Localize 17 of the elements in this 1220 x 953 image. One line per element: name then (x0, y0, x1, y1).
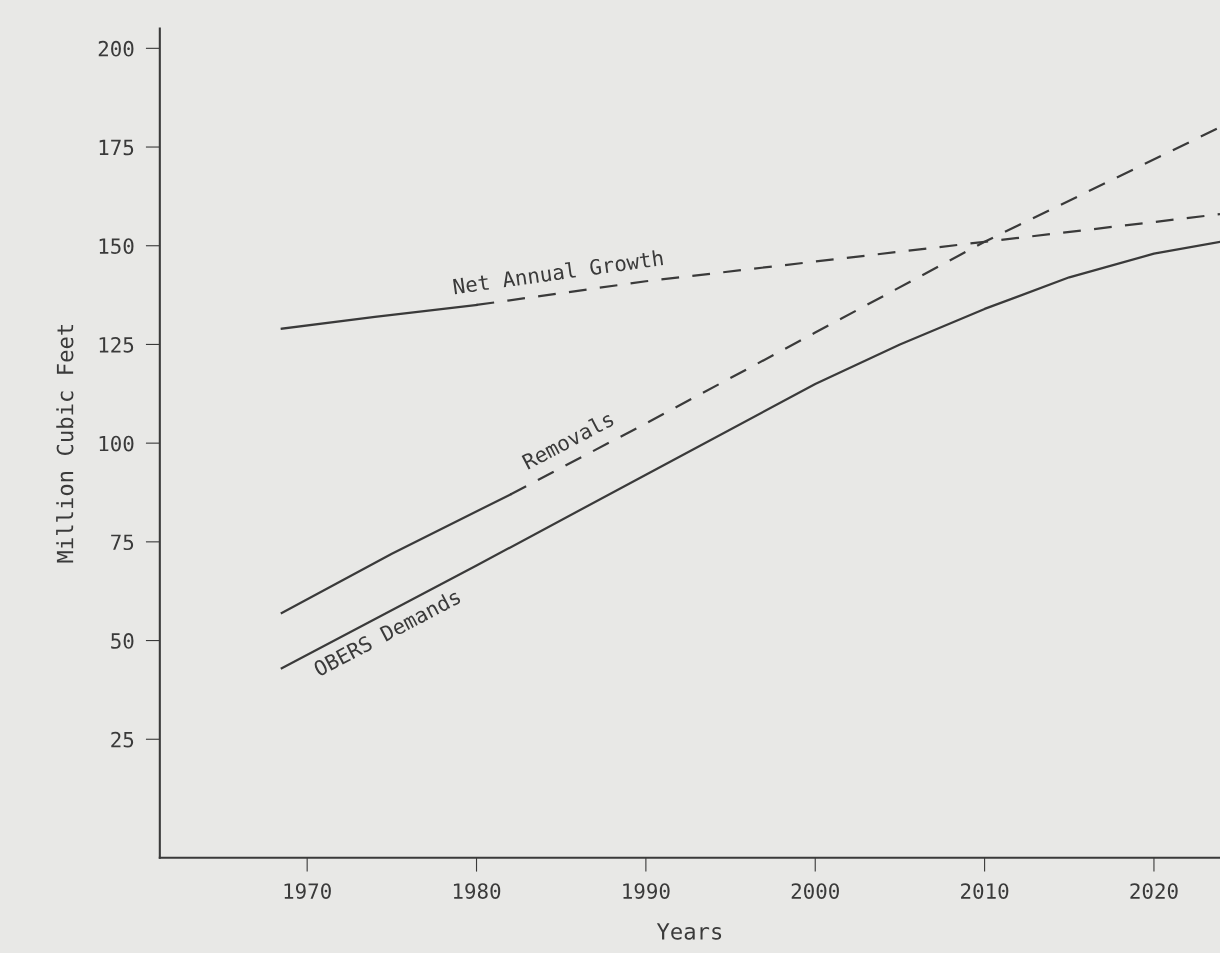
x-tick-label: 1980 (453, 883, 501, 899)
x-tick-label: 2000 (791, 883, 839, 899)
y-tick-label: 100 (99, 435, 134, 452)
y-tick-label: 50 (111, 633, 134, 649)
y-tick-label: 175 (99, 139, 134, 156)
y-tick-label: 150 (99, 238, 134, 254)
x-tick-label: 1970 (284, 883, 331, 899)
x-tick-label: 2020 (1130, 883, 1178, 899)
y-axis-title: Million Cubic Feet (56, 324, 74, 563)
y-tick-label: 25 (111, 731, 134, 748)
y-tick-label: 125 (99, 336, 134, 353)
y-tick-label: 200 (98, 40, 134, 57)
x-tick-label: 2010 (961, 883, 1009, 899)
x-axis-title: Years (656, 923, 722, 940)
x-tick-label: 1990 (623, 883, 670, 899)
text: Net Annual Growth (452, 249, 664, 295)
y-tick-label: 75 (111, 534, 134, 551)
